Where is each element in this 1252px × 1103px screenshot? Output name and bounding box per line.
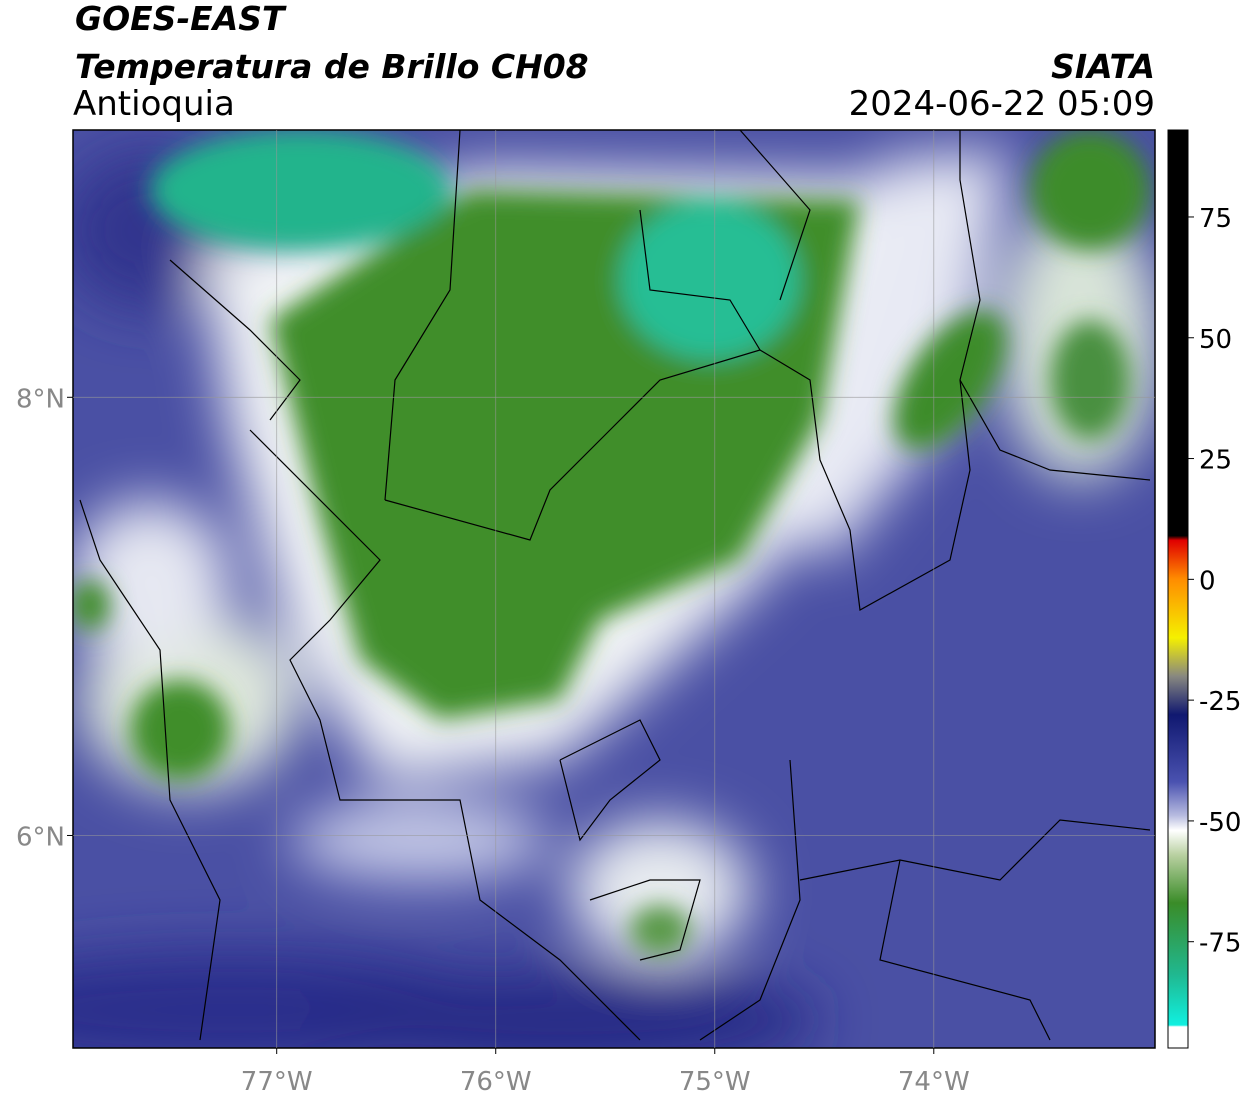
title: GOES-EAST xyxy=(75,0,287,38)
colorbar-tick-label: -75 xyxy=(1199,929,1241,959)
subtitle: Temperatura de Brillo CH08 xyxy=(75,47,589,86)
y-tick-label: 8°N xyxy=(16,384,65,414)
satellite-image xyxy=(73,130,1155,1048)
colorbar-tick-label: 25 xyxy=(1199,446,1232,476)
x-tick-label: 75°W xyxy=(679,1067,751,1097)
x-tick-label: 76°W xyxy=(460,1067,532,1097)
colorbar-tick-label: -50 xyxy=(1199,808,1241,838)
map-frame xyxy=(72,129,1156,1049)
colorbar-tick-label: 75 xyxy=(1199,204,1232,234)
colorbar xyxy=(1167,129,1189,1049)
colorbar-tick-label: -25 xyxy=(1199,687,1241,717)
colorbar-tick-label: 50 xyxy=(1199,325,1232,355)
y-tick-label: 6°N xyxy=(16,822,65,852)
x-tick-label: 74°W xyxy=(898,1067,970,1097)
datetime: 2024-06-22 05:09 xyxy=(849,84,1155,124)
source: SIATA xyxy=(1051,47,1155,86)
region: Antioquia xyxy=(73,84,235,124)
x-tick-label: 77°W xyxy=(241,1067,313,1097)
colorbar-tick-label: 0 xyxy=(1199,566,1216,596)
